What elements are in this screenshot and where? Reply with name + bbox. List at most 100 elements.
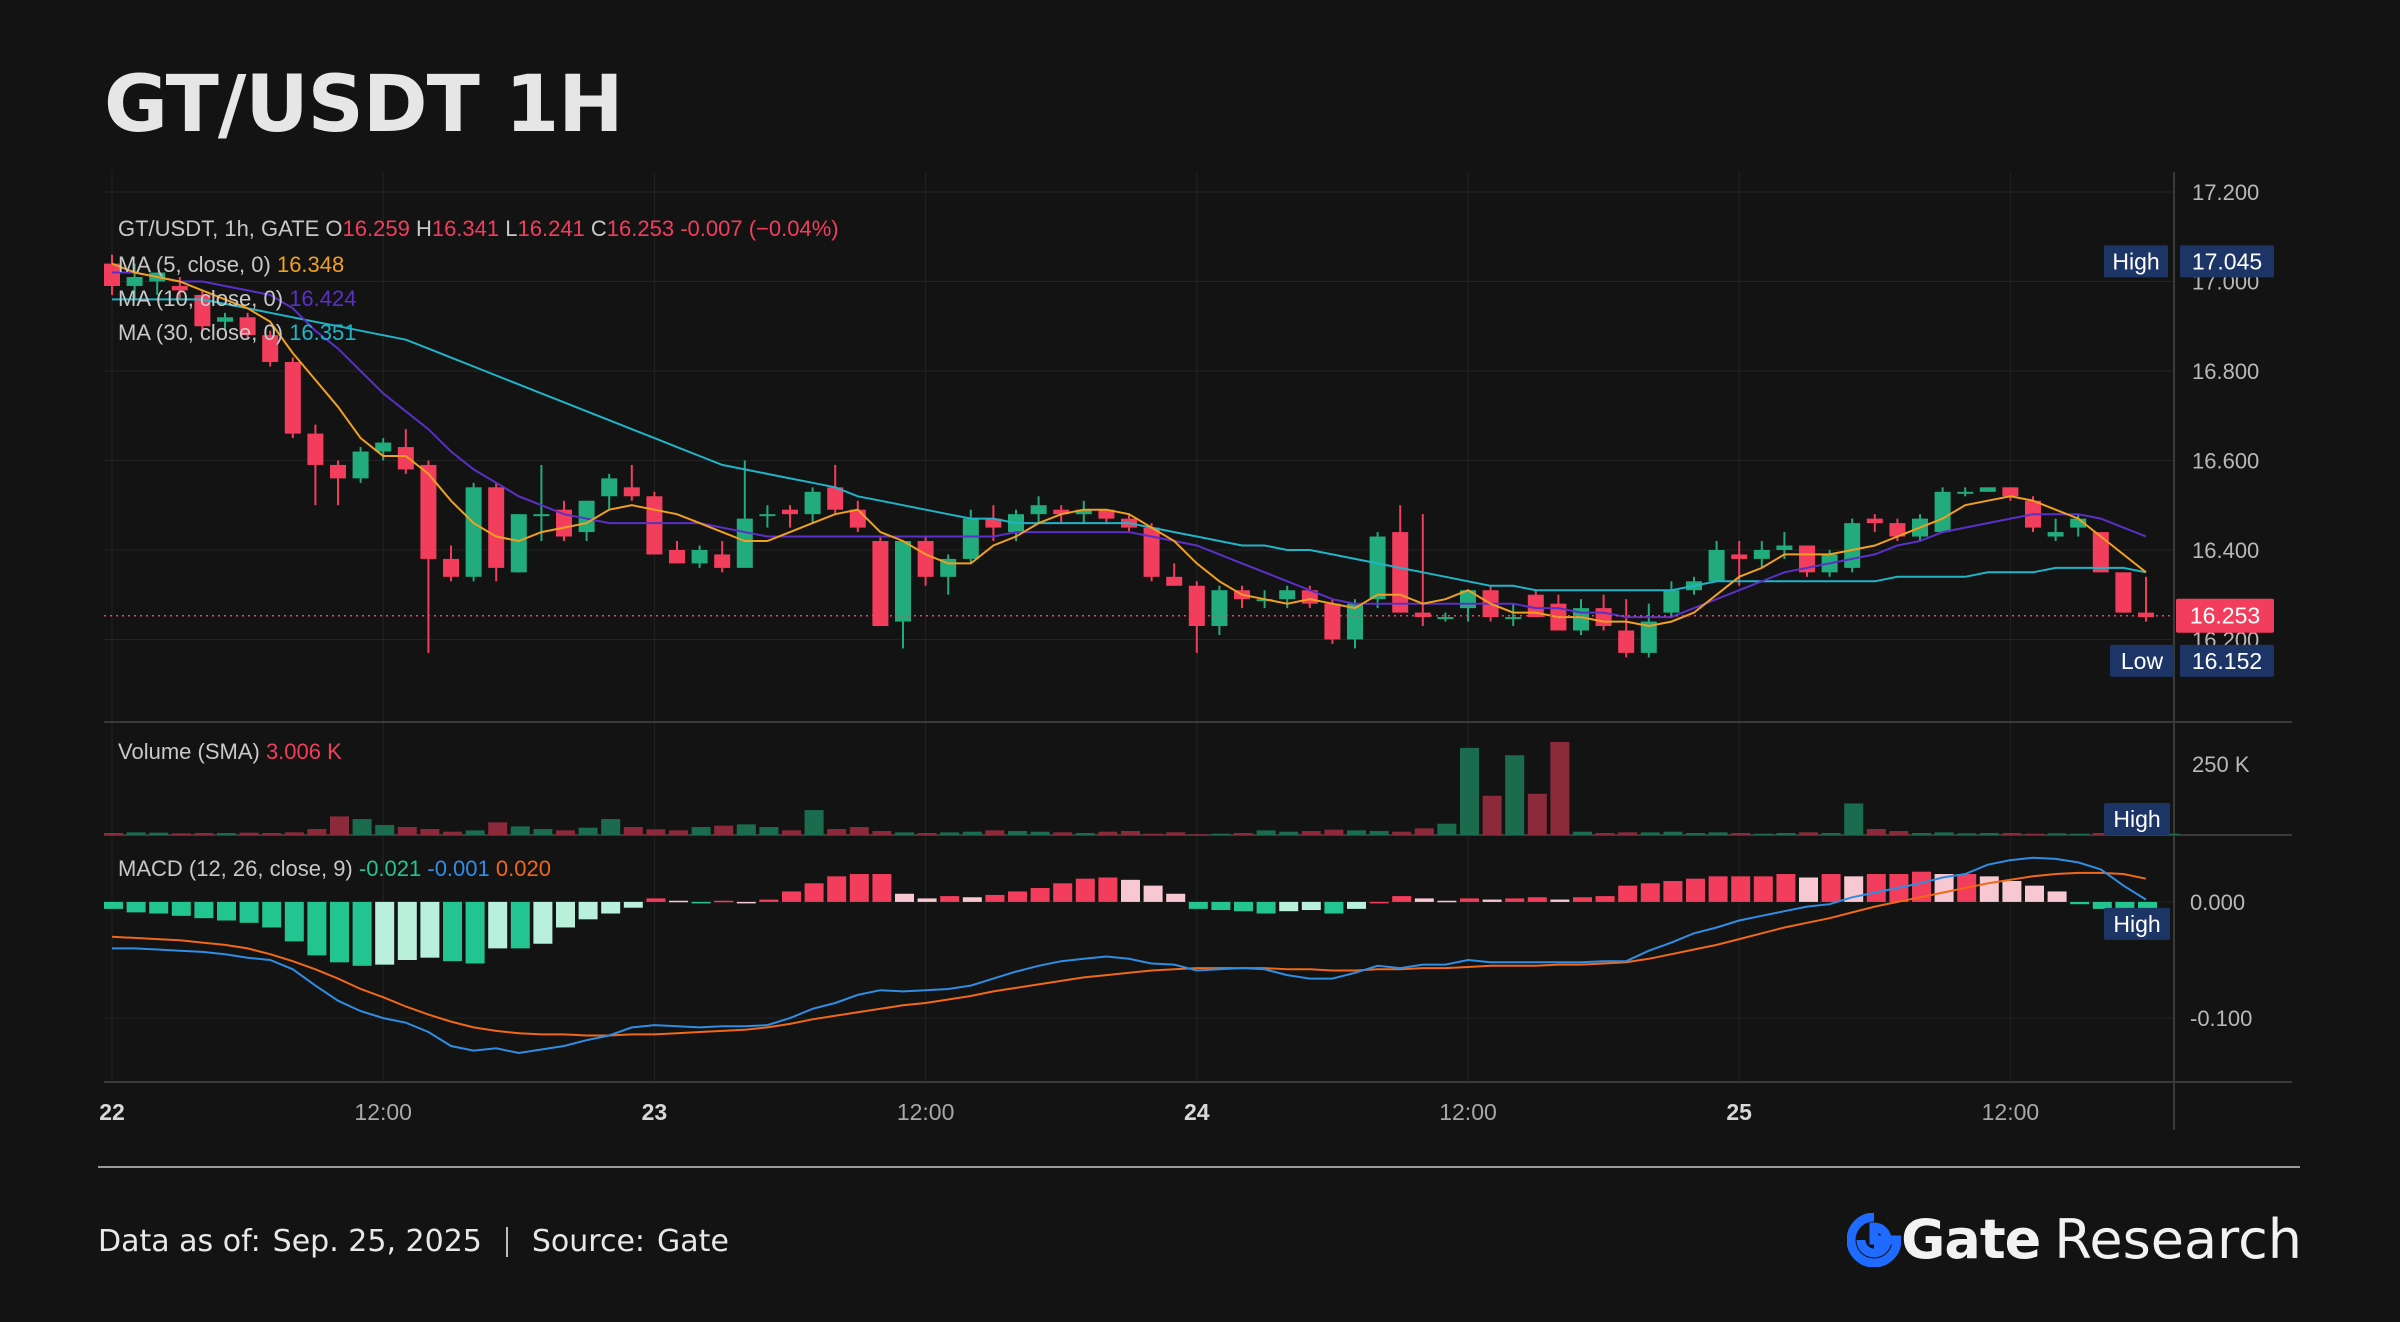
- candle-body: [465, 487, 482, 577]
- volume-bar: [1414, 828, 1434, 835]
- high-value-label-box: [2180, 245, 2274, 278]
- candle-body: [488, 487, 505, 568]
- footer-divider: [98, 1166, 2300, 1168]
- macd-histogram-bar: [420, 901, 440, 958]
- last-price-label-box: [2176, 598, 2274, 633]
- time-tick-label: 23: [642, 1099, 668, 1125]
- time-tick-label: 12:00: [897, 1099, 955, 1125]
- indicator-legend: MA (10, close, 0) 16.424: [118, 286, 356, 311]
- volume-bar: [1595, 833, 1615, 835]
- volume-bar: [217, 833, 236, 835]
- macd-signal-value: 0.020: [496, 856, 551, 881]
- volume-bar: [1912, 833, 1931, 835]
- volume-bar: [1731, 833, 1751, 835]
- candle-body: [917, 541, 934, 577]
- candle-body: [1437, 617, 1454, 620]
- macd-histogram-bar: [872, 874, 892, 902]
- time-tick-label: 25: [1726, 1099, 1752, 1125]
- volume-bar: [782, 830, 801, 835]
- volume-bar: [1663, 831, 1683, 835]
- candle-body: [1573, 608, 1589, 631]
- candle-body: [375, 442, 392, 452]
- volume-bar: [1821, 833, 1841, 835]
- candle-body: [397, 447, 414, 470]
- macd-histogram-bar: [623, 901, 643, 908]
- volume-bar: [1640, 832, 1660, 835]
- ma10-line: [112, 271, 2147, 619]
- volume-bar: [646, 829, 666, 835]
- candle-body: [1505, 617, 1522, 620]
- candle-body: [714, 554, 731, 568]
- indicator-value: 16.424: [289, 286, 356, 311]
- legend-part: GT/USDT, 1h, GATE: [118, 216, 325, 241]
- macd-signal-line: [111, 871, 2147, 1037]
- volume-bar: [488, 822, 508, 835]
- brand-research: Research: [2054, 1208, 2302, 1271]
- candle-body: [2138, 612, 2154, 618]
- indicator-label: MA (5, close, 0): [118, 252, 277, 277]
- volume-high-label-box: [2104, 803, 2170, 835]
- volume-bar: [1008, 831, 1027, 835]
- candle-body: [962, 518, 979, 559]
- macd-histogram-bar: [510, 901, 530, 949]
- low-value-label: 16.152: [2192, 648, 2262, 674]
- ma5-line: [111, 262, 2147, 628]
- gate-logo-icon: [1847, 1212, 1902, 1267]
- candle-body: [104, 263, 120, 286]
- time-tick-label: 24: [1184, 1099, 1210, 1125]
- candle-body: [1595, 608, 1612, 627]
- volume-bar: [1053, 832, 1073, 835]
- volume-bar: [307, 829, 327, 835]
- volume-bar: [1866, 829, 1886, 835]
- candle-body: [1143, 527, 1160, 577]
- macd-histogram-bar: [691, 901, 711, 904]
- macd-histogram-bar: [1618, 885, 1638, 902]
- volume-bar: [1957, 833, 1977, 835]
- macd-high-label: High: [2113, 911, 2160, 937]
- macd-histogram-bar: [217, 901, 236, 921]
- candle-body: [1166, 576, 1183, 586]
- high-label: High: [2112, 248, 2159, 274]
- candle-body: [623, 487, 640, 497]
- candle-body: [1188, 585, 1205, 627]
- volume-bar: [1482, 795, 1502, 835]
- macd-histogram-bar: [149, 901, 169, 914]
- candle-body: [849, 509, 866, 528]
- legend-part: C: [591, 216, 607, 241]
- volume-bar: [1460, 747, 1479, 835]
- ma30-line: [112, 298, 2147, 592]
- candle-body: [510, 514, 527, 573]
- legend-part: H: [416, 216, 432, 241]
- candle-body: [782, 509, 798, 515]
- legend-part: L: [505, 216, 517, 241]
- legend-part: 16.341: [432, 216, 505, 241]
- macd-histogram-bar: [1550, 899, 1570, 902]
- volume-bar: [1166, 832, 1186, 835]
- macd-histogram-bar: [397, 901, 417, 960]
- volume-bar: [1505, 755, 1525, 835]
- candle-body: [284, 362, 301, 434]
- candle-body: [1844, 523, 1861, 568]
- volume-bar: [1211, 833, 1231, 835]
- indicator-label: MA (10, close, 0): [118, 286, 289, 311]
- volume-bar: [1844, 803, 1864, 835]
- volume-bar: [1256, 830, 1276, 835]
- volume-bar: [1618, 832, 1638, 835]
- candle-body: [556, 509, 572, 537]
- volume-bar: [1369, 831, 1389, 835]
- volume-bar: [578, 827, 598, 835]
- indicator-value: 16.348: [277, 252, 344, 277]
- volume-bar: [1527, 793, 1547, 835]
- macd-histogram-bar: [1708, 876, 1728, 902]
- volume-bar: [1279, 831, 1299, 835]
- volume-bar: [849, 827, 869, 835]
- candle-body: [1324, 603, 1341, 640]
- macd-histogram-bar: [1234, 901, 1253, 912]
- macd-histogram-bar: [1731, 876, 1751, 902]
- volume-high-label: High: [2113, 806, 2160, 832]
- candle-body: [533, 514, 550, 517]
- macd-histogram-bar: [985, 894, 1005, 902]
- candle-body: [2092, 532, 2109, 573]
- volume-bar: [1234, 833, 1253, 835]
- macd-histogram-bar: [556, 901, 575, 928]
